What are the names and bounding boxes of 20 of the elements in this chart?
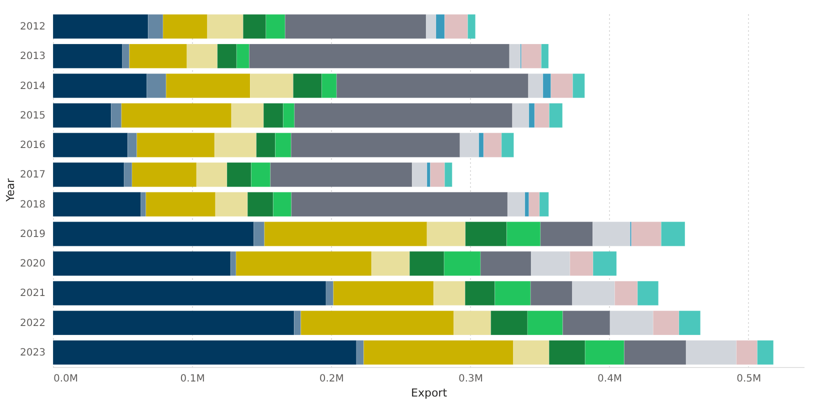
y-tick-label: 2013 (20, 51, 46, 62)
x-tick-label: 0.4M (598, 374, 622, 384)
y-tick-label: 2015 (20, 110, 46, 122)
y-tick-label: 2016 (20, 140, 46, 152)
y-tick-label: 2018 (20, 199, 46, 210)
x-tick-label: 0.2M (319, 374, 344, 384)
x-tick-label: 0.5M (736, 374, 762, 384)
y-tick-label: 2020 (20, 258, 46, 270)
y-tick-label: 2021 (20, 288, 46, 300)
y-tick-label: 2017 (20, 170, 46, 181)
x-tick-label: 0.0M (54, 374, 78, 384)
x-tick-label: 0.3M (458, 374, 483, 384)
y-tick-label: 2014 (20, 80, 46, 92)
y-tick-label: 2012 (20, 22, 46, 33)
x-axis-title: Export (410, 386, 448, 400)
y-tick-label: 2019 (20, 228, 46, 240)
y-tick-label: 2022 (20, 318, 46, 329)
y-axis-title: Year (4, 178, 18, 203)
x-tick-label: 0.1M (180, 374, 205, 384)
y-tick-label: 2023 (20, 347, 46, 358)
